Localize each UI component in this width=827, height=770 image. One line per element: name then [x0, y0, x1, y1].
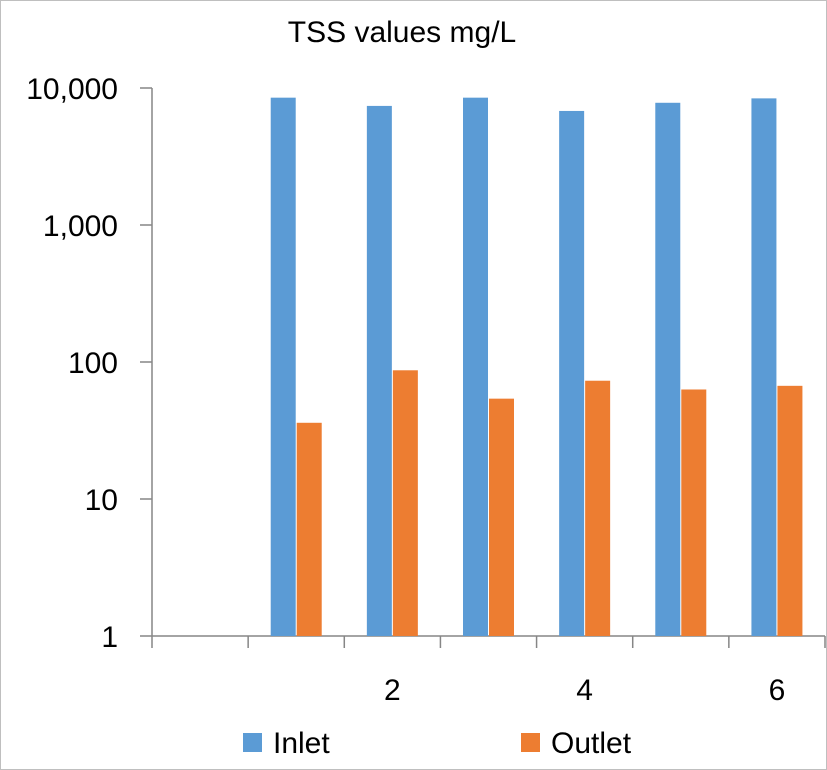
- y-tick-label: 100: [68, 347, 118, 380]
- legend-swatch: [243, 733, 262, 752]
- x-tick-label: 4: [576, 674, 593, 707]
- bar-series: [270, 97, 803, 637]
- legend-item-inlet: Inlet: [243, 727, 330, 760]
- bar-outlet-1: [296, 422, 322, 636]
- x-tick-label: 6: [769, 674, 786, 707]
- bar-outlet-6: [777, 385, 803, 636]
- y-tick-label: 1: [101, 621, 118, 654]
- y-tick-label: 10,000: [26, 73, 118, 106]
- bar-inlet-5: [655, 102, 681, 637]
- x-axis-ticks: 2 4 6: [151, 636, 826, 707]
- bar-outlet-3: [489, 398, 514, 636]
- legend-label: Outlet: [551, 727, 632, 760]
- bar-inlet-3: [463, 97, 488, 636]
- bar-outlet-5: [681, 389, 707, 636]
- bar-inlet-6: [751, 98, 777, 637]
- axes: [151, 88, 825, 637]
- bar-inlet-1: [270, 97, 296, 636]
- bar-inlet-2: [366, 105, 392, 636]
- y-axis-ticks: 1 10 100 1,000 10,000: [26, 73, 152, 654]
- y-tick-label: 1,000: [43, 210, 118, 243]
- bar-inlet-4: [559, 110, 585, 636]
- chart-title: TSS values mg/L: [288, 16, 516, 49]
- bar-outlet-2: [392, 370, 418, 636]
- legend: Inlet Outlet: [243, 727, 632, 760]
- legend-item-outlet: Outlet: [521, 727, 632, 760]
- legend-swatch: [521, 733, 540, 752]
- y-tick-label: 10: [85, 484, 118, 517]
- bar-outlet-4: [585, 380, 611, 636]
- legend-label: Inlet: [273, 727, 330, 760]
- x-tick-label: 2: [384, 674, 401, 707]
